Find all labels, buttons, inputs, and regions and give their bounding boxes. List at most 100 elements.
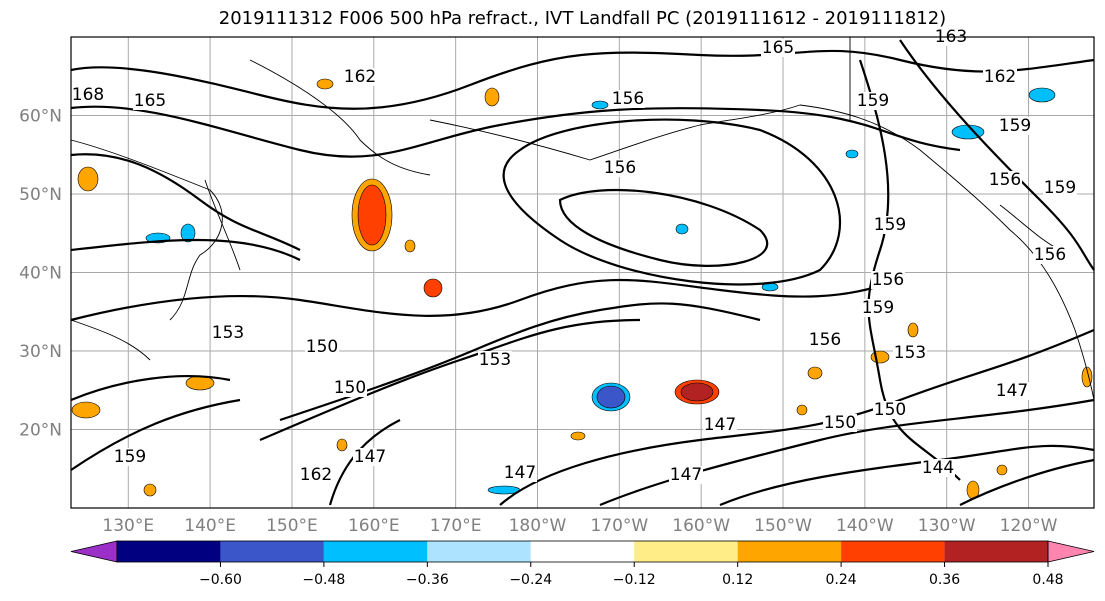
contour-label-bg xyxy=(873,216,907,234)
height-contour xyxy=(259,318,641,442)
contour-label-bg xyxy=(808,331,842,349)
height-contour xyxy=(70,278,901,322)
colorbar-tick-label: −0.60 xyxy=(199,572,242,588)
contour-label-bg xyxy=(1043,179,1077,197)
height-contour xyxy=(599,398,1095,507)
contour-label: 156 xyxy=(989,170,1021,190)
lon-label: 140°W xyxy=(836,516,894,536)
contour-label: 147 xyxy=(504,463,536,483)
contour-label: 159 xyxy=(114,447,146,467)
anomaly-patch xyxy=(796,404,808,416)
contour-label-bg xyxy=(861,299,895,317)
height-contour xyxy=(502,118,842,286)
contour-label: 156 xyxy=(1034,245,1066,265)
anomaly-patch xyxy=(907,322,919,338)
colorbar-segment xyxy=(323,541,428,562)
anomaly-patch xyxy=(870,350,890,364)
lat-label: 20°N xyxy=(19,421,62,441)
contour-label-bg xyxy=(71,86,105,104)
contour-label: 168 xyxy=(72,85,104,105)
anomaly-patch xyxy=(316,78,334,90)
anomaly-patch xyxy=(1028,87,1056,103)
map-panel: 168 1651621651631621591591561561561561591… xyxy=(70,27,1095,509)
contour-label-bg xyxy=(503,464,537,482)
anomaly-patch xyxy=(675,223,689,235)
lon-label: 170°W xyxy=(590,516,648,536)
colorbar-tick-label: −0.12 xyxy=(613,572,656,588)
anomaly-patch xyxy=(570,431,586,441)
contour-label: 147 xyxy=(704,415,736,435)
anomaly-patch xyxy=(996,464,1008,476)
coastline xyxy=(70,319,151,361)
height-contour xyxy=(558,188,769,267)
coastline xyxy=(249,59,431,176)
anomaly-patch xyxy=(336,438,348,452)
height-contour xyxy=(70,398,241,471)
contour-label: 150 xyxy=(334,378,366,398)
colorbar-tick-label: −0.24 xyxy=(509,572,552,588)
colorbar-segment xyxy=(841,541,945,562)
contour-label-bg xyxy=(478,351,512,369)
lon-label: 140°E xyxy=(184,516,236,536)
contour-label: 144 xyxy=(922,458,954,478)
contour-label: 153 xyxy=(894,343,926,363)
anomaly-patch xyxy=(845,149,859,159)
contour-label: 159 xyxy=(999,116,1031,136)
colorbar-segment xyxy=(220,541,324,562)
colorbar-tick-label: −0.48 xyxy=(302,572,345,588)
latitude-labels: 60°N 50°N 40°N 30°N 20°N xyxy=(19,107,62,441)
contour-label: 156 xyxy=(612,89,644,109)
colorbar-tick-label: 0.24 xyxy=(826,572,857,588)
contour-label-bg xyxy=(871,271,905,289)
height-contours xyxy=(70,39,1095,507)
contour-label-bg xyxy=(211,324,245,342)
anomaly-patch xyxy=(357,184,387,246)
colorbar-segment xyxy=(944,541,1048,562)
lon-label: 130°E xyxy=(102,516,154,536)
lon-label: 150°W xyxy=(754,516,812,536)
contour-label-bg xyxy=(856,92,890,110)
colorbar-segment xyxy=(117,541,221,562)
coastline xyxy=(799,104,1095,401)
map-title: 2019111312 F006 500 hPa refract., IVT La… xyxy=(218,8,947,29)
height-contour xyxy=(959,458,1095,506)
height-contour xyxy=(70,153,301,251)
contour-label: 159 xyxy=(862,298,894,318)
height-contour xyxy=(899,39,1095,271)
colorbar-segment xyxy=(530,541,635,562)
colorbar-tick-label: 0.12 xyxy=(722,572,753,588)
contour-label: 147 xyxy=(670,465,702,485)
anomaly-patch xyxy=(404,239,416,253)
contour-label-bg xyxy=(995,382,1029,400)
colorbar-extend-high xyxy=(1047,540,1095,563)
contour-label-bg xyxy=(873,401,907,419)
contour-label-bg xyxy=(353,448,387,466)
anomaly-patch xyxy=(77,166,99,192)
contour-label: 150 xyxy=(306,337,338,357)
anomaly-patch xyxy=(680,382,714,402)
contour-label: 153 xyxy=(479,350,511,370)
colorbar-tick-label: 0.36 xyxy=(929,572,960,588)
anomaly-patch xyxy=(484,87,500,107)
anomaly-patch xyxy=(71,401,101,419)
contour-label-bg xyxy=(611,90,645,108)
contour-label: 165 xyxy=(762,38,794,58)
contour-label-bg xyxy=(893,344,927,362)
anomaly-patch xyxy=(423,278,443,298)
contour-label-bg xyxy=(333,379,367,397)
contour-label-bg xyxy=(998,117,1032,135)
contour-label: 156 xyxy=(604,158,636,178)
contour-label-bg xyxy=(1033,246,1067,264)
colorbar-tick-label: 0.48 xyxy=(1032,572,1063,588)
contour-label: 162 xyxy=(344,67,376,87)
contour-label: 156 xyxy=(809,330,841,350)
contour-label: 150 xyxy=(824,413,856,433)
contour-label: 162 xyxy=(300,465,332,485)
anomaly-patch xyxy=(143,483,157,497)
lat-label: 30°N xyxy=(19,342,62,362)
longitude-labels: 130°E 140°E 150°E 160°E 170°E 180°W 170°W 160°W… xyxy=(102,516,1057,536)
contour-label: 153 xyxy=(212,323,244,343)
height-contour xyxy=(499,328,1095,506)
contour-label-bg xyxy=(761,39,795,57)
lon-label: 130°W xyxy=(918,516,976,536)
